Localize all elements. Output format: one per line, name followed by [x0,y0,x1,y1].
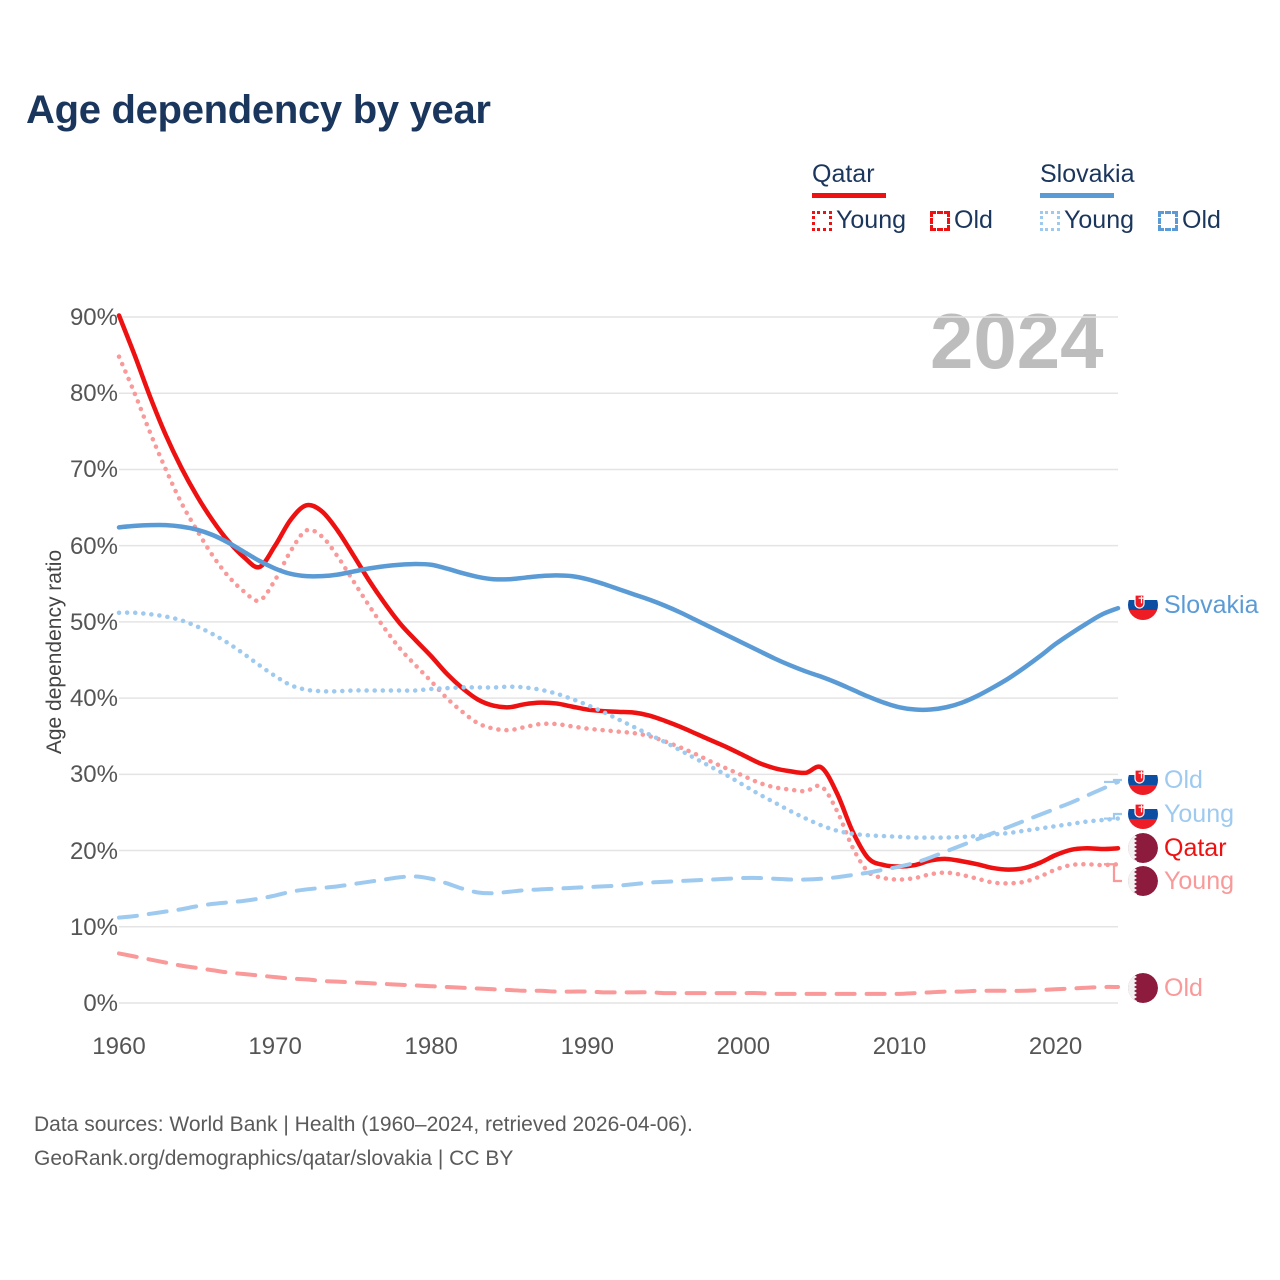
x-tick-label: 1990 [560,1033,614,1060]
x-tick-label: 1980 [404,1033,458,1060]
series-end-label[interactable]: Young [1128,799,1234,829]
legend-rule-slovakia [1040,193,1114,198]
legend-items-qatar: Young Old [812,206,993,235]
footer-line-url[interactable]: GeoRank.org/demographics/qatar/slovakia … [34,1147,514,1170]
y-tick-label: 10% [69,913,118,941]
y-tick-label: 60% [69,532,118,560]
footer-attribution: Data sources: World Bank | Health (1960–… [34,1108,693,1176]
label-leader-line [1104,863,1122,883]
series-end-label-text: Old [1164,973,1203,1002]
x-tick-label: 2020 [1028,1033,1083,1060]
label-leader-line [1104,812,1122,820]
series-line-qatar [116,313,1121,872]
legend-rule-qatar [812,193,886,198]
legend-items-slovakia: Young Old [1040,206,1221,235]
x-tick-label: 2000 [716,1033,771,1060]
page-title: Age dependency by year [26,88,491,132]
slovakia-flag-icon [1128,799,1158,829]
series-line-slovakia-young [116,610,1121,840]
legend-country-qatar[interactable]: Qatar [812,160,875,188]
y-tick-label: 50% [69,608,118,636]
footer-line-sources: Data sources: World Bank | Health (1960–… [34,1113,693,1136]
series-end-label-text: Old [1164,765,1203,794]
x-tick-label: 2010 [872,1033,927,1060]
series-end-label-text: Young [1164,799,1234,828]
series-end-label[interactable]: Young [1128,866,1234,896]
y-tick-label: 0% [83,990,118,1017]
legend-swatch-dotted-icon [1040,210,1060,231]
series-end-label-text: Qatar [1164,833,1227,862]
series-end-label[interactable]: Slovakia [1128,590,1259,620]
x-tick-label: 1960 [92,1033,146,1060]
legend-item-qatar-old[interactable]: Old [930,206,993,235]
legend-label-slovakia-old: Old [1182,206,1221,234]
series-line-slovakia-old [117,779,1120,920]
label-leader-line [1104,778,1122,784]
y-tick-label: 40% [69,685,118,713]
qatar-flag-icon [1128,973,1158,1003]
legend-label-qatar-old: Old [954,206,993,234]
series-end-label-text: Young [1164,866,1234,895]
qatar-flag-icon [1128,833,1158,863]
legend-swatch-dashed-icon [1158,210,1178,231]
legend-item-slovakia-young[interactable]: Young [1040,206,1134,235]
y-tick-label: 30% [69,761,118,789]
series-end-label[interactable]: Old [1128,973,1203,1003]
y-axis-title: Age dependency ratio [43,549,66,755]
legend-item-qatar-young[interactable]: Young [812,206,906,235]
legend-swatch-dotted-icon [812,210,832,231]
y-axis-tick-labels: 0% 10% 20% 30% 40% 50% 60% 70% 80% 90% [50,0,118,1280]
series-end-label[interactable]: Qatar [1128,833,1227,863]
y-tick-label: 20% [69,837,118,865]
slovakia-flag-icon [1128,590,1158,620]
legend-country-slovakia[interactable]: Slovakia [1040,160,1135,188]
legend-item-slovakia-old[interactable]: Old [1158,206,1221,235]
series-line-slovakia [116,522,1121,713]
legend-label-slovakia-young: Young [1064,206,1134,234]
series-end-label-text: Slovakia [1164,590,1259,619]
y-tick-label: 70% [69,456,118,484]
qatar-flag-icon [1128,866,1158,896]
series-line-qatar-old [117,951,1120,996]
y-tick-label: 80% [69,380,118,408]
y-tick-label: 90% [69,304,118,331]
legend-label-qatar-young: Young [836,206,906,234]
series-line-qatar-young [116,354,1121,886]
year-watermark: 2024 [930,297,1104,385]
legend-group-slovakia[interactable]: Slovakia Young Old [1040,160,1221,235]
chart-legend: Qatar Young Old Slovakia Young [812,160,1262,250]
series-end-label[interactable]: Old [1128,765,1203,795]
legend-swatch-dashed-icon [930,210,950,231]
x-tick-label: 1970 [248,1033,302,1060]
legend-group-qatar[interactable]: Qatar Young Old [812,160,993,235]
slovakia-flag-icon [1128,765,1158,795]
